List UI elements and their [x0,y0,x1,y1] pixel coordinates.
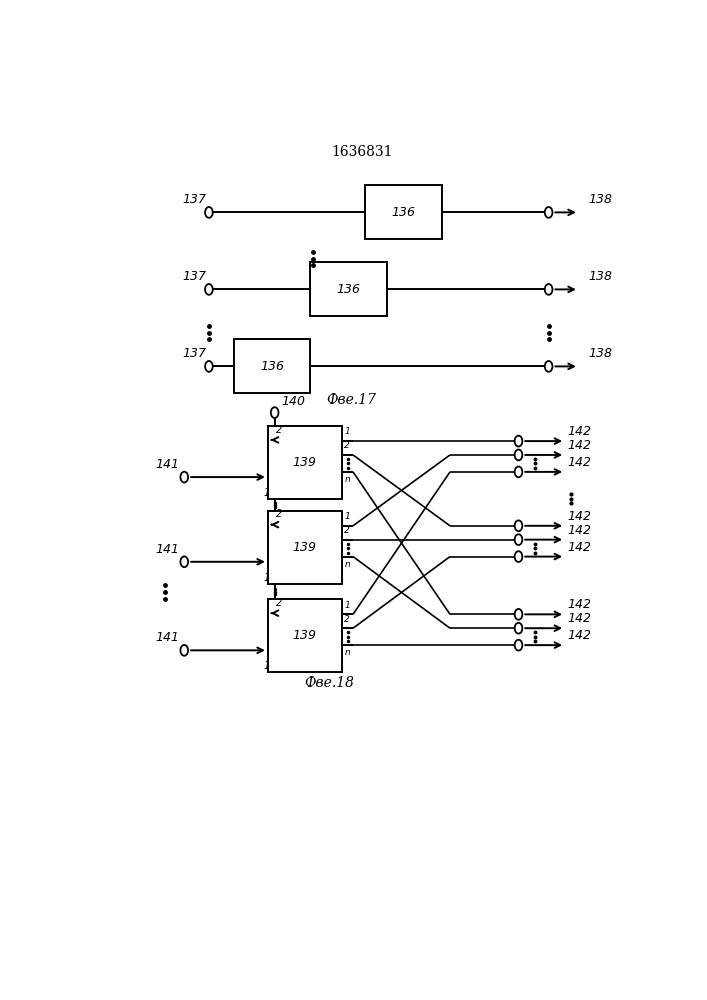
Text: 142: 142 [568,456,592,469]
Circle shape [515,520,522,531]
Circle shape [515,436,522,446]
Text: 2: 2 [344,615,350,624]
Circle shape [545,361,552,372]
Bar [365,185,442,239]
Text: 137: 137 [182,347,206,360]
Circle shape [515,551,522,562]
Text: 138: 138 [588,347,612,360]
Text: 142: 142 [568,425,592,438]
Circle shape [515,534,522,545]
Text: 1: 1 [344,427,350,436]
Text: 136: 136 [392,206,416,219]
Circle shape [515,609,522,620]
Text: 142: 142 [568,629,592,642]
Circle shape [205,284,213,295]
Circle shape [180,472,188,482]
Text: 142: 142 [568,598,592,611]
Text: 2: 2 [276,425,283,435]
Bar [268,511,341,584]
Text: 1636831: 1636831 [332,145,393,159]
Circle shape [205,207,213,218]
Text: n: n [344,648,350,657]
Text: 142: 142 [568,612,592,625]
Text: 1: 1 [264,488,269,498]
Text: 141: 141 [156,458,180,471]
Text: 142: 142 [568,510,592,523]
Circle shape [515,623,522,634]
Bar [233,339,310,393]
Circle shape [545,284,552,295]
Text: 137: 137 [182,270,206,283]
Text: n: n [344,475,350,484]
Circle shape [515,640,522,651]
Text: 142: 142 [568,439,592,452]
Text: 2: 2 [344,526,350,535]
Text: 136: 136 [260,360,284,373]
Text: Фве.18: Фве.18 [305,676,354,690]
Bar [268,599,341,672]
Text: 141: 141 [156,543,180,556]
Text: 137: 137 [182,193,206,206]
Text: 139: 139 [293,456,317,469]
Text: 1: 1 [344,601,350,610]
Text: 140: 140 [281,395,305,408]
Text: 142: 142 [568,524,592,537]
Circle shape [271,407,279,418]
Text: 138: 138 [588,193,612,206]
Text: n: n [344,560,350,569]
Text: 136: 136 [337,283,361,296]
Text: 1: 1 [264,661,269,671]
Circle shape [180,645,188,656]
Text: 138: 138 [588,270,612,283]
Text: Фве.17: Фве.17 [327,393,376,407]
Text: 1: 1 [264,573,269,583]
Text: 139: 139 [293,629,317,642]
Circle shape [545,207,552,218]
Circle shape [205,361,213,372]
Bar [268,426,341,499]
Circle shape [515,466,522,477]
Text: 139: 139 [293,541,317,554]
Text: 1: 1 [344,512,350,521]
Text: 2: 2 [276,598,283,608]
Text: 2: 2 [344,441,350,450]
Circle shape [515,450,522,460]
Text: 2: 2 [276,509,283,519]
Bar [310,262,387,316]
Circle shape [180,556,188,567]
Text: 141: 141 [156,631,180,644]
Text: 142: 142 [568,541,592,554]
